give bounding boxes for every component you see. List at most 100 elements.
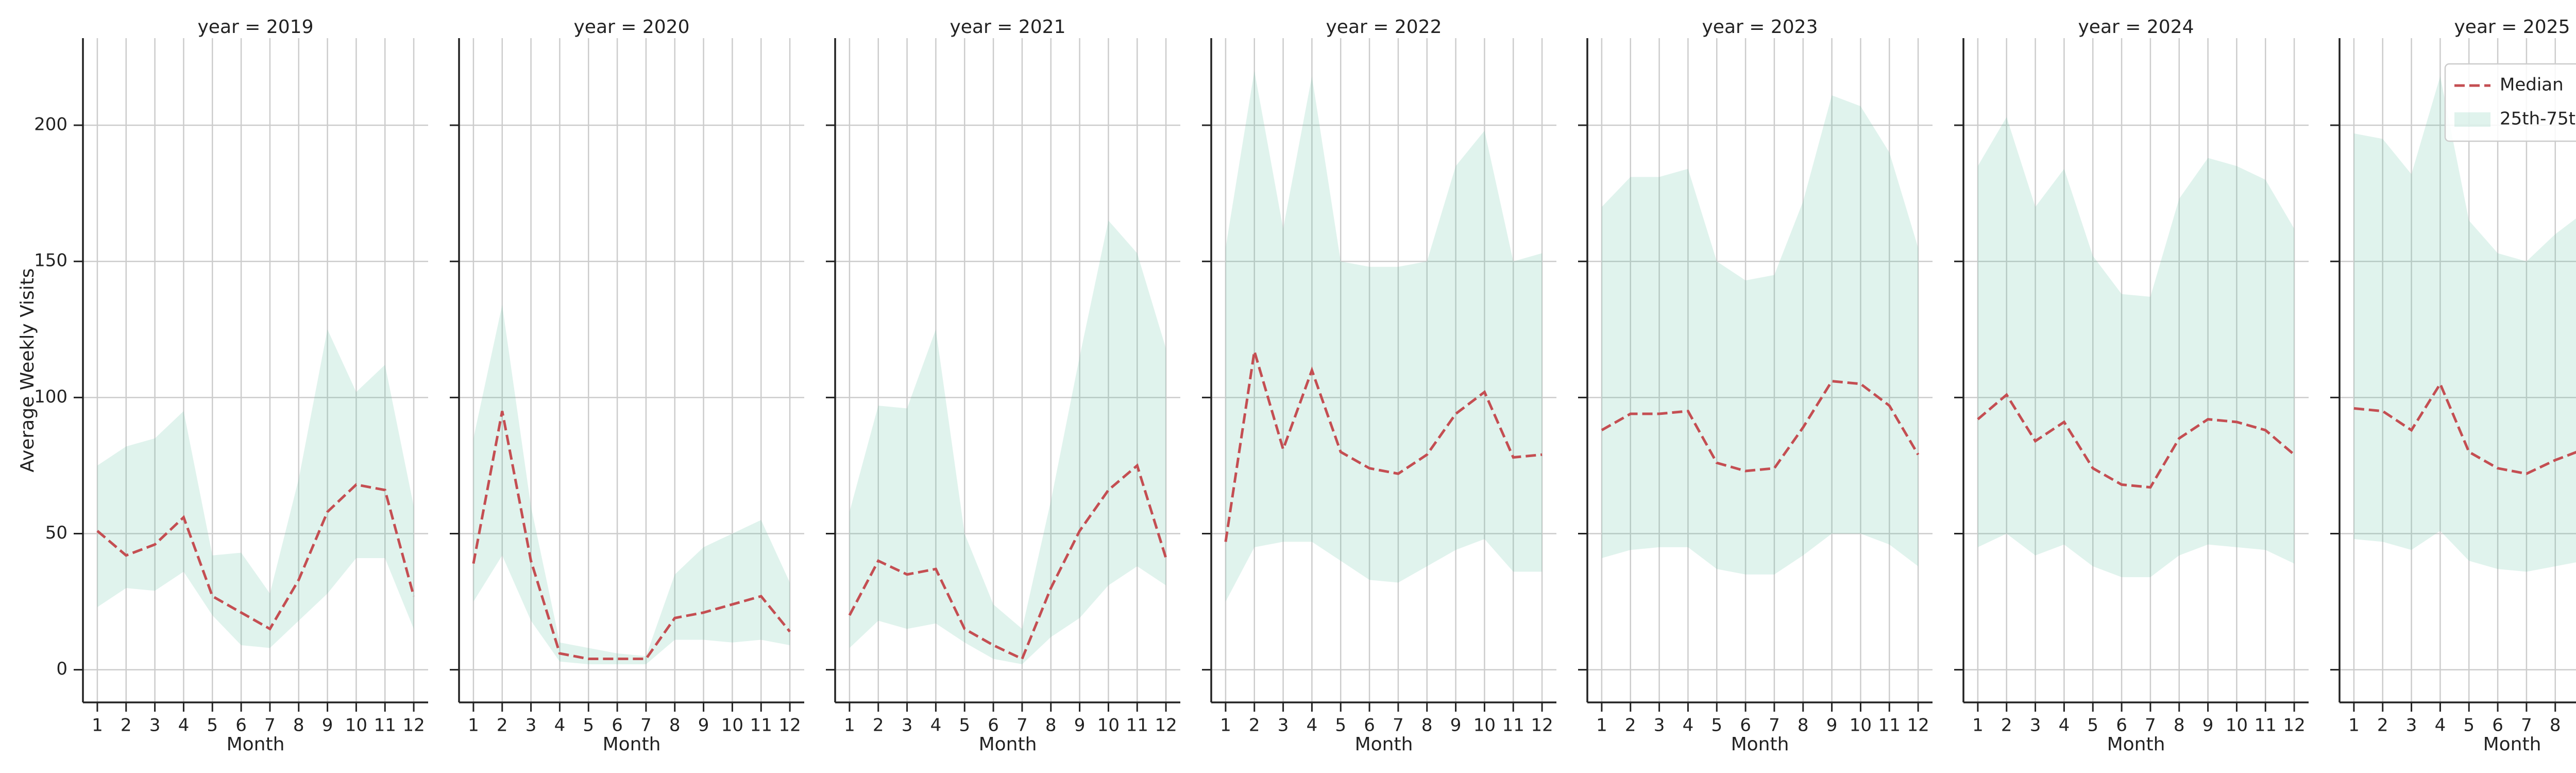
x-tick-label: 4 bbox=[554, 715, 566, 736]
x-tick-label: 12 bbox=[1531, 715, 1553, 736]
x-tick-label: 2 bbox=[121, 715, 132, 736]
x-tick-label: 11 bbox=[1502, 715, 1524, 736]
x-tick-label: 2 bbox=[2377, 715, 2388, 736]
legend: Median 25th-75th Percentile bbox=[2444, 63, 2576, 142]
x-tick-label: 3 bbox=[1654, 715, 1665, 736]
x-tick-label: 10 bbox=[1097, 715, 1120, 736]
x-tick-label: 2 bbox=[2001, 715, 2012, 736]
x-axis-label: Month bbox=[1355, 734, 1413, 755]
x-tick-label: 7 bbox=[264, 715, 276, 736]
x-tick-label: 9 bbox=[1074, 715, 1086, 736]
x-tick-label: 6 bbox=[235, 715, 247, 736]
x-tick-label: 5 bbox=[2463, 715, 2475, 736]
x-tick-label: 4 bbox=[2435, 715, 2446, 736]
x-axis-label: Month bbox=[2483, 734, 2541, 755]
x-tick-label: 3 bbox=[526, 715, 537, 736]
x-tick-label: 10 bbox=[345, 715, 367, 736]
median-line bbox=[2353, 381, 2576, 475]
panel-title: year = 2021 bbox=[950, 16, 1066, 38]
legend-box bbox=[2444, 63, 2576, 142]
x-tick-label: 12 bbox=[1155, 715, 1177, 736]
x-tick-label: 2 bbox=[1625, 715, 1636, 736]
panel-title: year = 2019 bbox=[198, 16, 314, 38]
x-tick-label: 5 bbox=[207, 715, 218, 736]
x-tick-label: 11 bbox=[1878, 715, 1901, 736]
panel-title: year = 2025 bbox=[2454, 16, 2570, 38]
x-tick-label: 4 bbox=[178, 715, 190, 736]
x-tick-label: 2 bbox=[497, 715, 508, 736]
x-tick-label: 5 bbox=[583, 715, 594, 736]
percentile-band bbox=[97, 329, 414, 648]
x-tick-label: 4 bbox=[930, 715, 942, 736]
x-tick-label: 9 bbox=[322, 715, 333, 736]
x-tick-label: 7 bbox=[1016, 715, 1028, 736]
x-tick-label: 10 bbox=[1473, 715, 1496, 736]
x-axis-label: Month bbox=[1731, 734, 1789, 755]
x-tick-label: 6 bbox=[2116, 715, 2127, 736]
x-tick-label: 7 bbox=[1769, 715, 1780, 736]
legend-label: 25th-75th Percentile bbox=[2500, 109, 2576, 129]
percentile-band bbox=[1225, 71, 1543, 602]
panel-title: year = 2020 bbox=[574, 16, 690, 38]
x-tick-label: 7 bbox=[1393, 715, 1404, 736]
y-axis-label: Average Weekly Visits bbox=[17, 268, 38, 472]
x-tick-label: 6 bbox=[2492, 715, 2503, 736]
percentile-band bbox=[849, 220, 1166, 665]
median-line bbox=[848, 463, 1167, 661]
x-tick-label: 9 bbox=[698, 715, 709, 736]
median-line bbox=[1601, 379, 1920, 473]
x-tick-label: 3 bbox=[902, 715, 913, 736]
x-axis-label: Month bbox=[979, 734, 1037, 755]
x-axis-label: Month bbox=[603, 734, 661, 755]
x-tick-label: 8 bbox=[1421, 715, 1433, 736]
x-tick-label: 11 bbox=[2255, 715, 2277, 736]
x-tick-label: 1 bbox=[1220, 715, 1231, 736]
x-tick-label: 6 bbox=[988, 715, 999, 736]
x-tick-label: 4 bbox=[1307, 715, 1318, 736]
x-tick-label: 8 bbox=[2174, 715, 2185, 736]
x-axis-label: Month bbox=[2107, 734, 2165, 755]
percentile-band bbox=[473, 305, 790, 665]
x-tick-label: 1 bbox=[468, 715, 479, 736]
x-tick-label: 1 bbox=[2348, 715, 2360, 736]
x-tick-label: 1 bbox=[1972, 715, 1984, 736]
x-tick-label: 8 bbox=[293, 715, 304, 736]
x-tick-label: 1 bbox=[1596, 715, 1607, 736]
x-tick-label: 12 bbox=[1907, 715, 1929, 736]
x-tick-label: 5 bbox=[959, 715, 970, 736]
x-tick-label: 4 bbox=[1683, 715, 1694, 736]
x-tick-label: 3 bbox=[1278, 715, 1289, 736]
x-tick-label: 8 bbox=[1798, 715, 1809, 736]
y-tick-label: 200 bbox=[34, 114, 67, 135]
y-tick-label: 150 bbox=[34, 250, 67, 271]
x-tick-label: 7 bbox=[640, 715, 652, 736]
median-line bbox=[96, 483, 415, 631]
legend-swatch bbox=[2454, 112, 2490, 127]
percentile-band bbox=[1977, 117, 2295, 577]
x-tick-label: 9 bbox=[2202, 715, 2214, 736]
x-tick-label: 1 bbox=[92, 715, 103, 736]
x-tick-label: 2 bbox=[873, 715, 884, 736]
median-line bbox=[1977, 393, 2295, 489]
y-tick-label: 50 bbox=[45, 523, 67, 543]
y-tick-label: 0 bbox=[56, 659, 67, 679]
x-tick-label: 12 bbox=[402, 715, 425, 736]
x-tick-label: 5 bbox=[2087, 715, 2098, 736]
x-tick-label: 8 bbox=[669, 715, 681, 736]
legend-label: Median bbox=[2500, 75, 2564, 95]
x-tick-label: 7 bbox=[2145, 715, 2156, 736]
percentile-band bbox=[1601, 95, 1919, 575]
x-tick-label: 10 bbox=[2226, 715, 2248, 736]
x-tick-label: 11 bbox=[750, 715, 772, 736]
x-tick-label: 6 bbox=[612, 715, 623, 736]
x-tick-label: 3 bbox=[2406, 715, 2417, 736]
